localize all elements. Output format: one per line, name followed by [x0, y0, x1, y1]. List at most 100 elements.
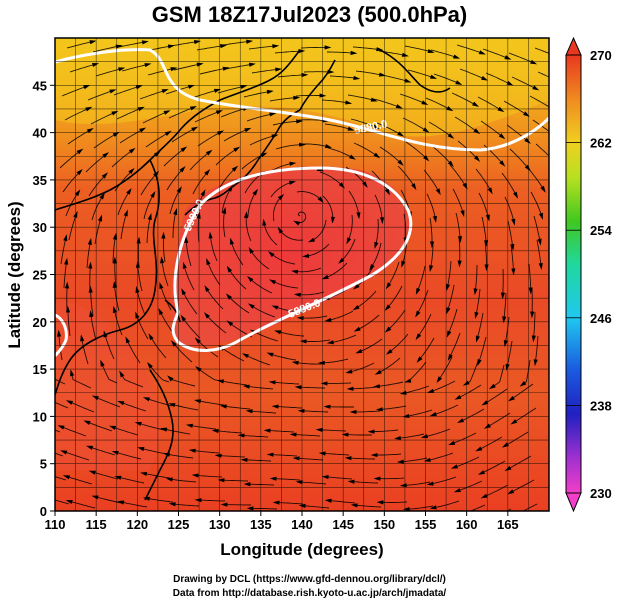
streamline [503, 292, 507, 320]
streamline [172, 503, 200, 507]
streamline [357, 314, 380, 331]
map-title: GSM 18Z17Jul2023 (500.0hPa) [151, 2, 468, 27]
streamline-arrowhead [485, 214, 490, 222]
streamline [406, 505, 434, 510]
streamline-arrowhead [385, 282, 392, 290]
streamline [327, 147, 353, 159]
streamline-arrowhead [240, 457, 248, 463]
streamline [455, 212, 461, 240]
streamline [119, 129, 143, 144]
streamline [195, 474, 223, 478]
streamline [113, 309, 123, 336]
streamline [429, 217, 433, 245]
streamline [136, 315, 149, 340]
streamline [474, 265, 478, 292]
streamline-arrowhead [114, 475, 122, 480]
streamline [70, 373, 92, 389]
streamline-arrowhead [173, 207, 178, 216]
streamline [484, 388, 508, 404]
streamline [397, 433, 425, 439]
streamline-arrowhead [524, 164, 531, 172]
streamline-arrowhead [478, 50, 486, 55]
streamline [59, 150, 81, 169]
streamline-arrowhead [473, 155, 481, 162]
streamline-arrowhead [142, 397, 151, 402]
y-tick-label: 25 [33, 268, 47, 283]
streamline [273, 196, 282, 222]
x-axis-ticks: 110 115 120 125 130 135 140 145 150 155 160 165 [45, 511, 519, 532]
x-tick-label: 150 [373, 517, 395, 532]
streamline [136, 289, 146, 316]
streamline-arrowhead [206, 258, 211, 266]
streamline [534, 47, 549, 54]
streamline-arrowhead [271, 404, 279, 409]
streamline-arrowhead [128, 167, 135, 175]
streamline [145, 132, 169, 148]
streamline-arrowhead [180, 314, 187, 322]
streamline-arrowhead [208, 231, 213, 239]
streamline-arrowhead [302, 253, 310, 258]
streamline-arrowhead [432, 215, 437, 223]
streamline [169, 189, 181, 215]
streamline [217, 85, 244, 94]
streamline [416, 289, 429, 315]
x-tick-label: 140 [291, 517, 313, 532]
streamline-arrowhead [196, 62, 204, 67]
streamline-arrowhead [271, 305, 279, 310]
streamline [221, 479, 249, 482]
streamline [245, 354, 271, 366]
streamline [116, 107, 142, 120]
streamline-arrowhead [296, 119, 304, 124]
streamline-arrowhead [448, 440, 456, 446]
x-tick-label: 165 [497, 517, 519, 532]
streamline [118, 476, 145, 484]
streamline-arrowhead [222, 66, 230, 71]
streamline-arrowhead [429, 241, 435, 249]
streamline [81, 338, 89, 365]
streamline [348, 457, 375, 460]
streamline-arrowhead [74, 189, 81, 197]
streamline-arrowhead [528, 287, 533, 295]
streamline [355, 70, 383, 76]
streamline-arrowhead [324, 498, 332, 503]
streamline-arrowhead [245, 409, 253, 414]
streamline-arrowhead [219, 404, 227, 409]
streamline [137, 264, 143, 292]
streamline-arrowhead [217, 478, 225, 483]
streamline-arrowhead [320, 381, 328, 386]
streamline-arrowhead [269, 112, 277, 117]
streamline [374, 194, 383, 221]
streamline [169, 478, 197, 483]
streamline-arrowhead [200, 189, 206, 197]
streamline [162, 235, 166, 263]
streamline [270, 181, 293, 198]
streamline [112, 236, 116, 264]
streamline-arrowhead [367, 429, 375, 434]
streamline-arrowhead [117, 400, 125, 406]
streamline [87, 90, 113, 101]
streamline-arrowhead [89, 40, 97, 45]
streamline [400, 457, 428, 463]
streamline-arrowhead [373, 476, 381, 481]
streamline [481, 460, 506, 474]
streamline [353, 410, 381, 413]
streamline [243, 91, 270, 98]
streamline [399, 93, 425, 104]
streamline-arrowhead [291, 269, 299, 274]
streamline-arrowhead [83, 420, 91, 425]
streamline [58, 333, 63, 361]
streamline [275, 144, 303, 150]
streamline-arrowhead [91, 495, 99, 500]
colorbar-tick-label: 254 [590, 223, 612, 238]
streamline [64, 107, 89, 121]
credit-drawing: Drawing by DCL (https://www.gfd-dennou.o… [173, 574, 446, 585]
streamline-arrowhead [86, 127, 94, 134]
streamline [166, 453, 194, 459]
streamline [225, 63, 253, 70]
streamline-arrowhead [126, 187, 132, 195]
streamline-arrowhead [112, 131, 120, 137]
streamline-arrowhead [374, 369, 382, 375]
streamline [522, 503, 538, 511]
streamline [89, 446, 116, 456]
streamline-arrowhead [511, 218, 516, 226]
